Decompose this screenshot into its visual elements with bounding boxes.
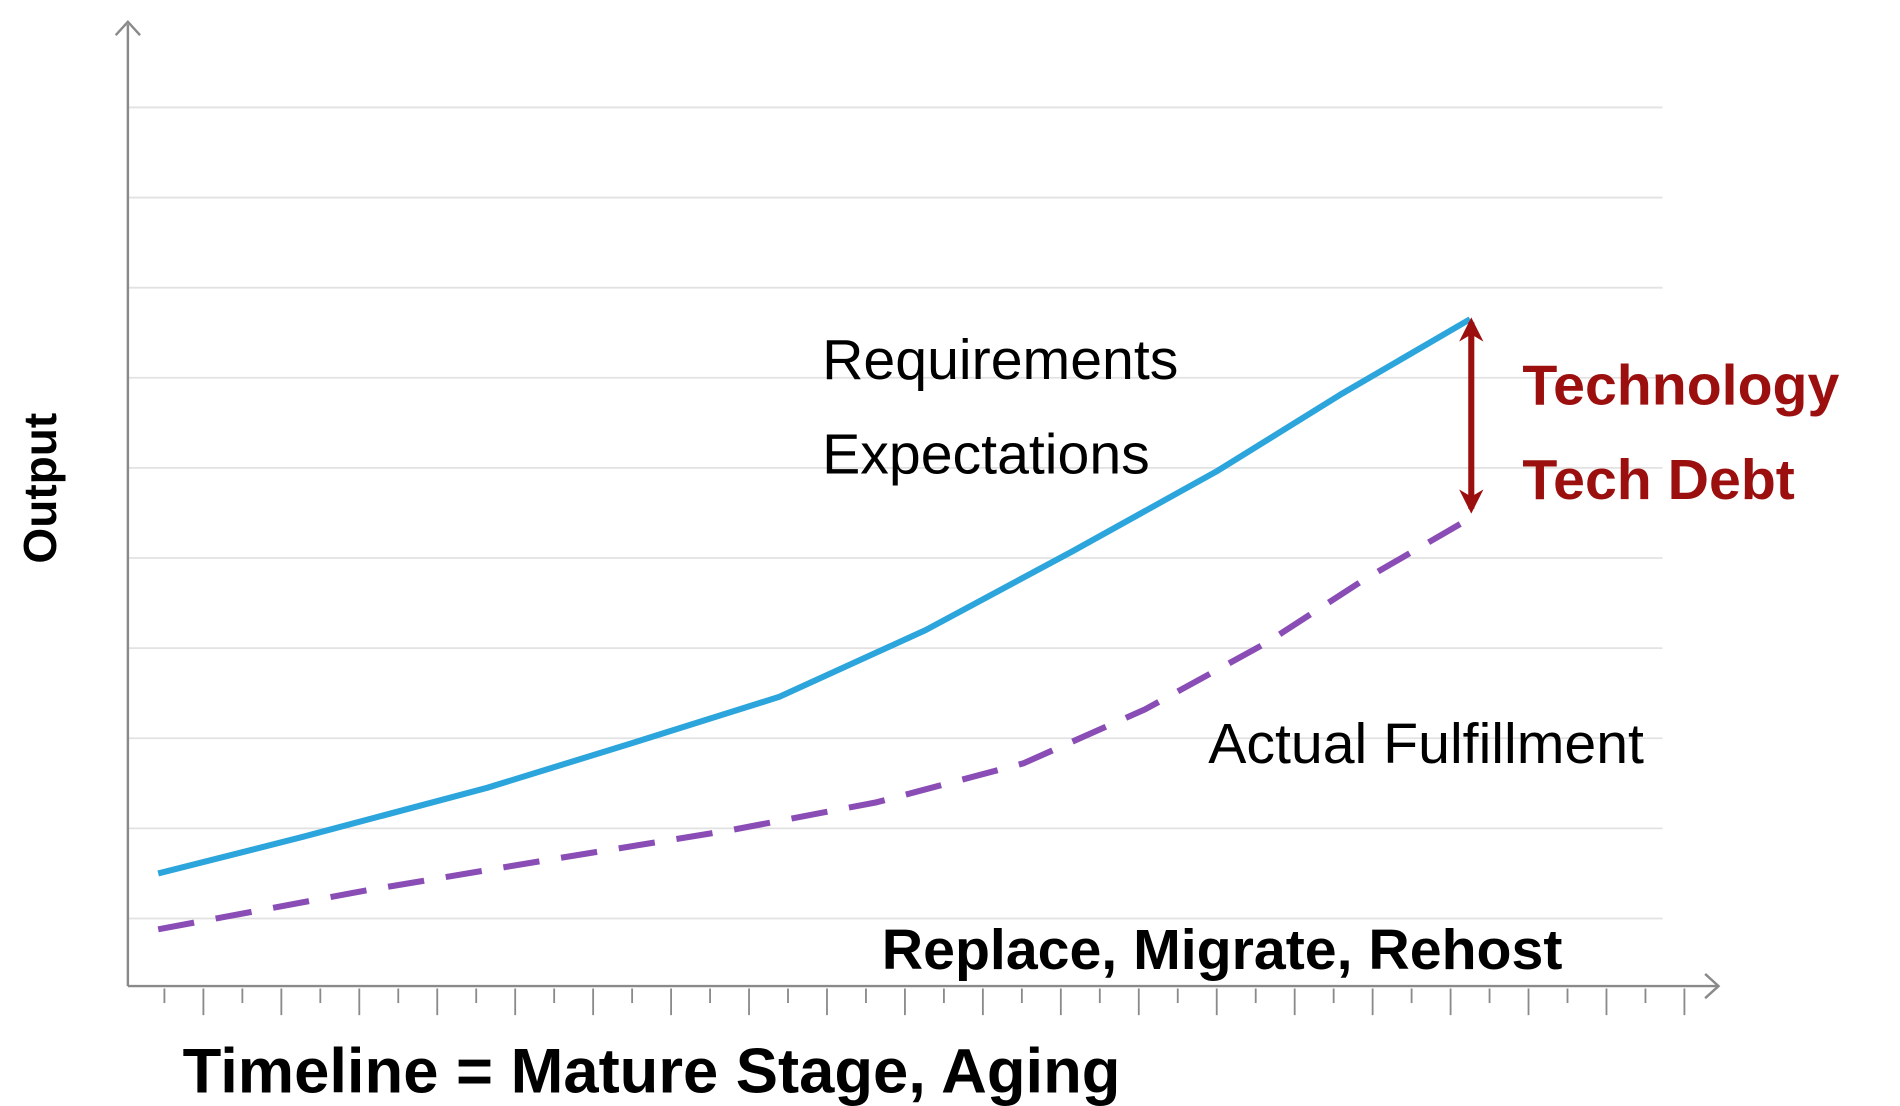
annotations: Requirements Expectations Technology Tech D…: [822, 328, 1839, 982]
y-axis-arrow: [114, 20, 141, 36]
x-ticks: [163, 988, 1686, 1016]
annotation: Actual Fulfillment: [1208, 712, 1644, 776]
annotation: Technology: [1522, 354, 1839, 418]
y-axis-label: Output: [14, 413, 66, 564]
series-line: [157, 316, 1472, 877]
annotation: Replace, Migrate, Rehost: [882, 918, 1563, 982]
x-axis-label: Timeline = Mature Stage, Aging: [183, 1037, 1121, 1106]
annotation: Expectations: [822, 423, 1150, 487]
series-line: [157, 515, 1472, 933]
annotation: Requirements: [822, 328, 1178, 392]
lines: [157, 316, 1472, 933]
annotation: Tech Debt: [1522, 448, 1794, 512]
grid: [127, 106, 1663, 920]
x-axis-arrow: [1704, 973, 1721, 1000]
